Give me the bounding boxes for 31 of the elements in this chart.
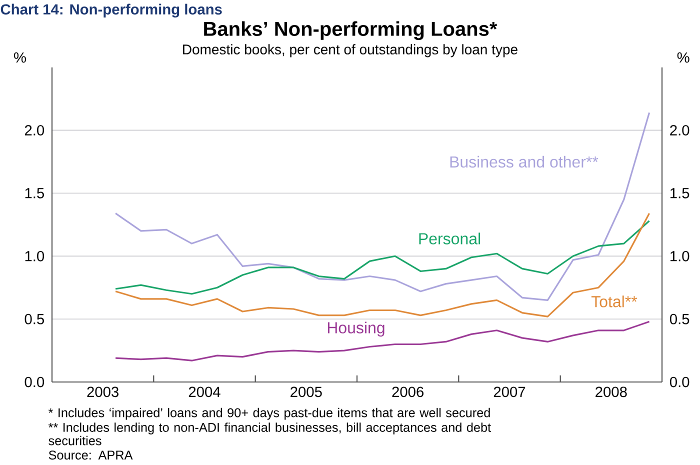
text: Business and other** xyxy=(450,156,598,168)
y-tick-label: 2.0 xyxy=(24,125,44,136)
y2-axis-title: % xyxy=(677,52,690,63)
chart-title: Banks’ Non-performing Loans* xyxy=(204,21,498,40)
series-label: Housing xyxy=(328,322,384,337)
x-tick-label: 2004 xyxy=(188,386,220,398)
text: * Includes ‘impaired’ loans and 90+ days past-due items that are well secured xyxy=(48,408,490,420)
line-series xyxy=(114,212,650,318)
x-tick-label: 2007 xyxy=(494,386,526,398)
y-axis-title: % xyxy=(14,52,26,63)
y2-tick-label: 1.0 xyxy=(670,250,690,262)
caption: Chart 14: Non-performing loans xyxy=(0,4,222,18)
x-tick-label: 2003 xyxy=(87,386,118,398)
y-tick-label: 1.5 xyxy=(25,188,44,198)
x-tick-label: 2008 xyxy=(596,386,627,398)
series-label: Total** xyxy=(591,296,638,308)
source-note: Source: APRA xyxy=(48,450,133,460)
line-series xyxy=(114,320,650,362)
series-label: Personal xyxy=(419,232,480,244)
text: ** Includes lending to non-ADI financial businesses, bill acceptances and debt securities xyxy=(48,422,491,446)
y-tick-label: 0.0 xyxy=(24,376,44,388)
x-tick-label: 2005 xyxy=(290,386,322,398)
chart-subtitle: Domestic books, per cent of outstandings by loan type xyxy=(183,44,518,58)
x-tick-label: 2006 xyxy=(392,386,424,398)
y2-tick-label: 0.0 xyxy=(670,376,690,388)
line-series xyxy=(114,220,650,295)
y-tick-label: 0.5 xyxy=(24,314,44,324)
y-tick-label: 1.0 xyxy=(25,250,44,262)
y2-tick-label: 0.5 xyxy=(670,314,690,324)
y2-tick-label: 2.0 xyxy=(670,125,690,136)
y2-tick-label: 1.5 xyxy=(670,188,690,198)
